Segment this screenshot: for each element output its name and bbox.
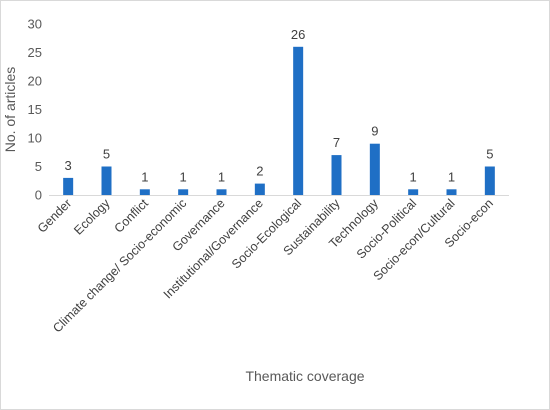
category-label: Socio-Ecological <box>229 196 304 271</box>
value-label: 1 <box>410 169 417 184</box>
bar <box>293 46 304 195</box>
y-tick-label: 10 <box>28 131 42 146</box>
y-tick-label: 20 <box>28 74 42 89</box>
y-tick-label: 30 <box>28 17 42 32</box>
bar <box>408 189 419 195</box>
bar <box>484 166 495 195</box>
bar <box>101 166 112 195</box>
y-axis-ticks: 0 5 10 15 20 25 30 <box>28 17 42 203</box>
bar <box>369 143 380 195</box>
value-label: 5 <box>103 147 110 162</box>
value-label: 5 <box>486 147 493 162</box>
value-label: 7 <box>333 135 340 150</box>
y-tick-label: 15 <box>28 102 42 117</box>
y-tick-label: 5 <box>35 159 42 174</box>
value-label: 1 <box>141 169 148 184</box>
y-tick-label: 25 <box>28 45 42 60</box>
bar <box>139 189 150 195</box>
x-axis-title: Thematic coverage <box>245 368 364 384</box>
category-label: Ecology <box>71 196 113 238</box>
bars <box>63 46 495 195</box>
value-label: 1 <box>218 169 225 184</box>
y-tick-label: 0 <box>35 188 42 203</box>
bar <box>331 155 342 195</box>
bar <box>446 189 457 195</box>
value-label: 2 <box>256 164 263 179</box>
value-label: 1 <box>448 169 455 184</box>
bar <box>63 177 74 195</box>
value-label: 3 <box>65 158 72 173</box>
value-label: 1 <box>180 169 187 184</box>
y-axis-title: No. of articles <box>2 67 18 153</box>
bar <box>178 189 189 195</box>
bar <box>216 189 227 195</box>
bar <box>254 183 265 195</box>
value-label: 9 <box>371 124 378 139</box>
value-label: 26 <box>291 27 305 42</box>
